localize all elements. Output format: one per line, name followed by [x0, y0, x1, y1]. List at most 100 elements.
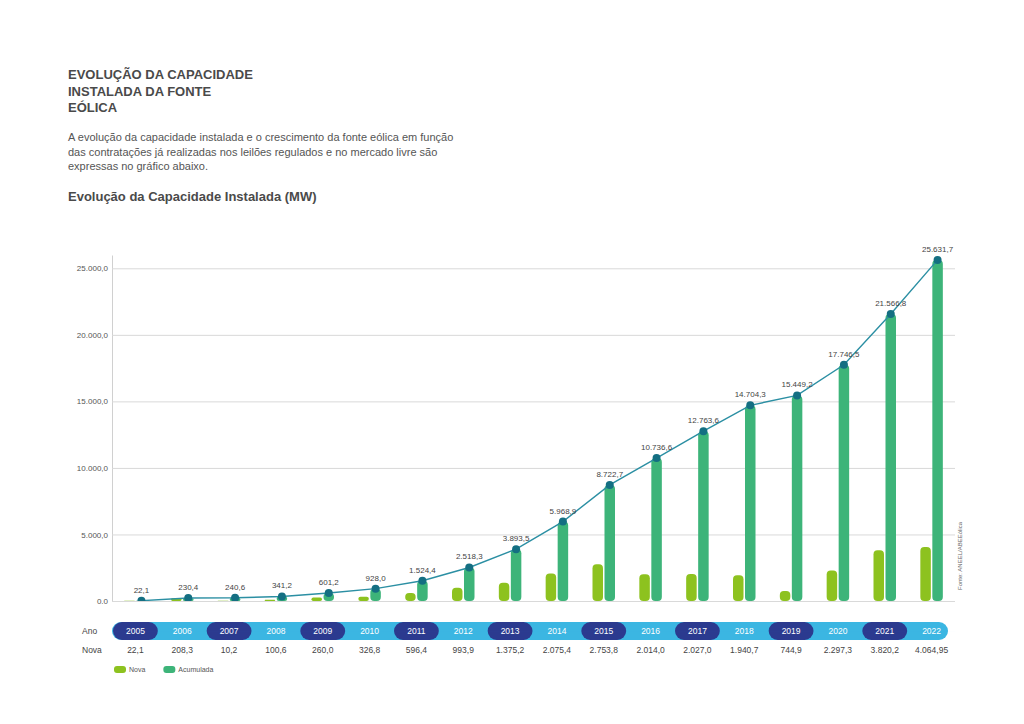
x-tick: 2005 — [126, 626, 145, 636]
header: EVOLUÇÃO DA CAPACIDADEINSTALADA DA FONTE… — [68, 67, 453, 172]
bar-series — [124, 547, 931, 601]
x-tick: 2022 — [922, 626, 941, 636]
data-label: 240,6 — [225, 583, 246, 592]
x-tick-label: 2007 — [220, 626, 239, 636]
x-tick-label: 2013 — [501, 626, 520, 636]
x-tick: 2007 — [220, 626, 239, 636]
data-label: 230,4 — [178, 583, 199, 592]
row-value: 22,1 — [127, 645, 144, 655]
y-tick-label: 5.000,0 — [81, 531, 108, 540]
x-tick-label: 2005 — [126, 626, 145, 636]
data-label: 10.736,6 — [641, 443, 673, 452]
data-label: 25.631,7 — [922, 245, 954, 254]
marker — [418, 577, 426, 585]
source: Fonte: ANEEL/ABEEólica — [957, 521, 963, 590]
legend-swatch — [163, 666, 175, 673]
marker — [465, 563, 473, 571]
x-tick-label: 2014 — [547, 626, 566, 636]
bar — [265, 600, 276, 601]
row-value: 2.014,0 — [636, 645, 665, 655]
grid-line — [112, 601, 955, 602]
bar — [312, 598, 323, 601]
x-tick: 2013 — [501, 626, 520, 636]
row-value: 260,0 — [312, 645, 334, 655]
x-tick: 2012 — [454, 626, 473, 636]
marker — [793, 391, 801, 399]
y-tick: 10.000,0 — [77, 464, 955, 473]
marker — [746, 401, 754, 409]
x-tick: 2020 — [828, 626, 847, 636]
x-axis-label: Ano — [82, 626, 97, 636]
x-tick: 2014 — [547, 626, 566, 636]
chart-title: Evolução da Capacidade Instalada (MW) — [68, 189, 317, 204]
x-tick: 2019 — [782, 626, 801, 636]
bar — [733, 575, 744, 601]
marker — [278, 592, 286, 600]
marker — [653, 454, 661, 462]
marker — [231, 594, 239, 601]
bar — [874, 550, 885, 601]
bar — [780, 591, 791, 601]
x-tick-label: 2020 — [828, 626, 847, 636]
x-tick-label: 2018 — [735, 626, 754, 636]
legend-label: Acumulada — [178, 666, 213, 673]
grid-line — [112, 534, 955, 535]
x-tick-label: 2012 — [454, 626, 473, 636]
header-description: A evolução da capacidade instalada e o c… — [68, 131, 453, 143]
row-value: 596,4 — [406, 645, 428, 655]
data-label: 928,0 — [366, 574, 387, 583]
marker — [559, 518, 567, 526]
y-axis-line — [112, 256, 113, 602]
x-tick: 2009 — [313, 626, 332, 636]
data-label: 341,2 — [272, 581, 293, 590]
legend-swatch — [114, 666, 126, 673]
x-tick: 2016 — [641, 626, 660, 636]
marker — [372, 585, 380, 593]
bar — [827, 570, 838, 601]
data-label: 15.449,2 — [782, 380, 814, 389]
marker — [934, 256, 942, 264]
plot-area — [124, 256, 943, 601]
marker — [699, 427, 707, 435]
data-label: 21.566,8 — [875, 299, 907, 308]
x-tick-label: 2021 — [875, 626, 894, 636]
y-axis: 0.05.000,010.000,015.000,020.000,025.000… — [77, 256, 955, 607]
bar — [593, 564, 604, 601]
bar — [499, 583, 510, 601]
bar — [686, 574, 697, 601]
legend: NovaAcumulada — [114, 666, 213, 673]
row-value: 208,3 — [172, 645, 194, 655]
marker — [184, 594, 192, 601]
row-value: 744,9 — [780, 645, 802, 655]
data-label: 5.968,9 — [550, 507, 577, 516]
marker — [606, 481, 614, 489]
row-value: 3.820,2 — [871, 645, 900, 655]
data-label: 14.704,3 — [735, 390, 767, 399]
row-value: 993,9 — [453, 645, 475, 655]
row-value: 4.064,95 — [915, 645, 948, 655]
bar — [920, 547, 931, 601]
data-label: 22,1 — [134, 586, 150, 595]
bar — [546, 573, 557, 601]
row-value: 1.375,2 — [496, 645, 525, 655]
bar — [651, 458, 662, 601]
bar — [932, 260, 943, 601]
y-tick: 20.000,0 — [77, 331, 955, 340]
bar — [218, 600, 229, 601]
data-label: 8.722,7 — [596, 470, 623, 479]
x-tick-label: 2015 — [594, 626, 613, 636]
data-label: 3.893,5 — [503, 534, 530, 543]
chart-svg: EVOLUÇÃO DA CAPACIDADEINSTALADA DA FONTE… — [0, 0, 1024, 724]
row-value: 1.940,7 — [730, 645, 759, 655]
data-label: 2.518,3 — [456, 552, 483, 561]
data-labels: 22,1230,4240,6341,2601,2928,01.524,42.51… — [134, 245, 954, 595]
bar — [124, 600, 134, 601]
grid-line — [112, 468, 955, 469]
header-description: das contratações já realizadas nos leilõ… — [68, 146, 437, 158]
marker — [137, 597, 145, 601]
row-value: 2.027,0 — [683, 645, 712, 655]
x-tick: 2015 — [594, 626, 613, 636]
x-tick-label: 2009 — [313, 626, 332, 636]
x-tick: 2010 — [360, 626, 379, 636]
x-tick-label: 2010 — [360, 626, 379, 636]
